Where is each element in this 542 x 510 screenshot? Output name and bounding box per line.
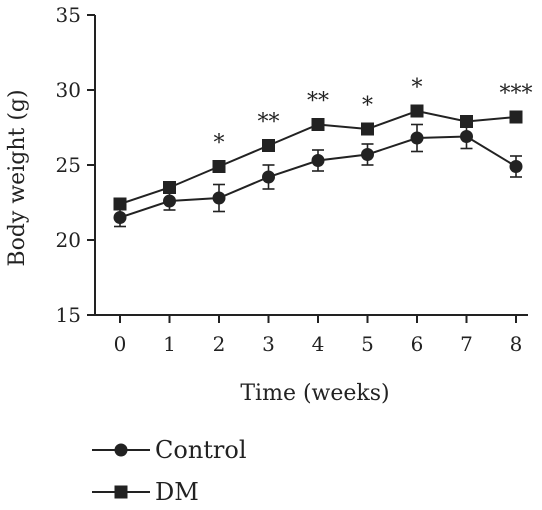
x-axis-title: Time (weeks) bbox=[240, 381, 389, 406]
axes: 15 20 25 30 35 0 1 2 3 4 5 6 7 8 bbox=[56, 3, 528, 356]
data-point-circle bbox=[212, 191, 226, 205]
data-point-square bbox=[361, 122, 374, 136]
significance-label: * bbox=[214, 131, 225, 156]
x-tick-label: 8 bbox=[510, 332, 523, 356]
legend-marker-circle bbox=[114, 443, 128, 457]
y-tick-label: 15 bbox=[56, 303, 81, 327]
y-axis-title: Body weight (g) bbox=[5, 89, 30, 266]
legend-label: DM bbox=[155, 478, 199, 506]
data-point-square bbox=[163, 181, 176, 194]
significance-label: *** bbox=[500, 82, 533, 107]
x-tick-label: 3 bbox=[262, 332, 275, 356]
legend-label: Control bbox=[155, 436, 247, 464]
x-tick-label: 4 bbox=[312, 332, 325, 356]
data-point-square bbox=[262, 139, 275, 152]
data-point-circle bbox=[509, 160, 523, 173]
data-point-circle bbox=[113, 211, 127, 224]
data-point-circle bbox=[262, 170, 275, 184]
significance-label: * bbox=[412, 76, 423, 101]
x-tick-label: 0 bbox=[114, 332, 127, 356]
significance-label: ** bbox=[258, 110, 280, 135]
data-point-square bbox=[410, 104, 424, 118]
series-layer bbox=[113, 104, 523, 228]
data-point-square bbox=[212, 160, 226, 173]
x-tick-label: 7 bbox=[460, 332, 473, 356]
data-point-circle bbox=[410, 131, 424, 145]
data-point-circle bbox=[311, 154, 325, 167]
x-tick-label: 1 bbox=[163, 332, 176, 356]
significance-label: * bbox=[362, 94, 373, 119]
data-point-square bbox=[460, 115, 473, 128]
x-tick-label: 6 bbox=[411, 332, 424, 356]
y-tick-label: 35 bbox=[56, 3, 81, 27]
data-point-circle bbox=[361, 148, 374, 161]
x-tick-label: 2 bbox=[213, 332, 226, 356]
significance-annotations: ***** ** *** bbox=[214, 76, 533, 157]
y-tick-label: 30 bbox=[56, 78, 81, 102]
series-dm bbox=[113, 104, 523, 211]
data-point-square bbox=[509, 110, 523, 124]
legend-item-control: Control bbox=[92, 436, 247, 464]
significance-label: ** bbox=[307, 89, 329, 114]
y-tick-label: 25 bbox=[56, 153, 81, 177]
legend-marker-square bbox=[114, 485, 128, 499]
data-point-circle bbox=[163, 194, 176, 208]
data-point-circle bbox=[460, 130, 473, 143]
y-tick-label: 20 bbox=[56, 228, 81, 252]
series-control bbox=[113, 123, 523, 228]
data-point-square bbox=[311, 118, 325, 131]
legend-item-dm: DM bbox=[92, 478, 199, 506]
legend: Control DM bbox=[92, 436, 247, 506]
x-tick-label: 5 bbox=[361, 332, 374, 356]
series-line bbox=[119, 135, 517, 219]
data-point-square bbox=[113, 197, 127, 211]
